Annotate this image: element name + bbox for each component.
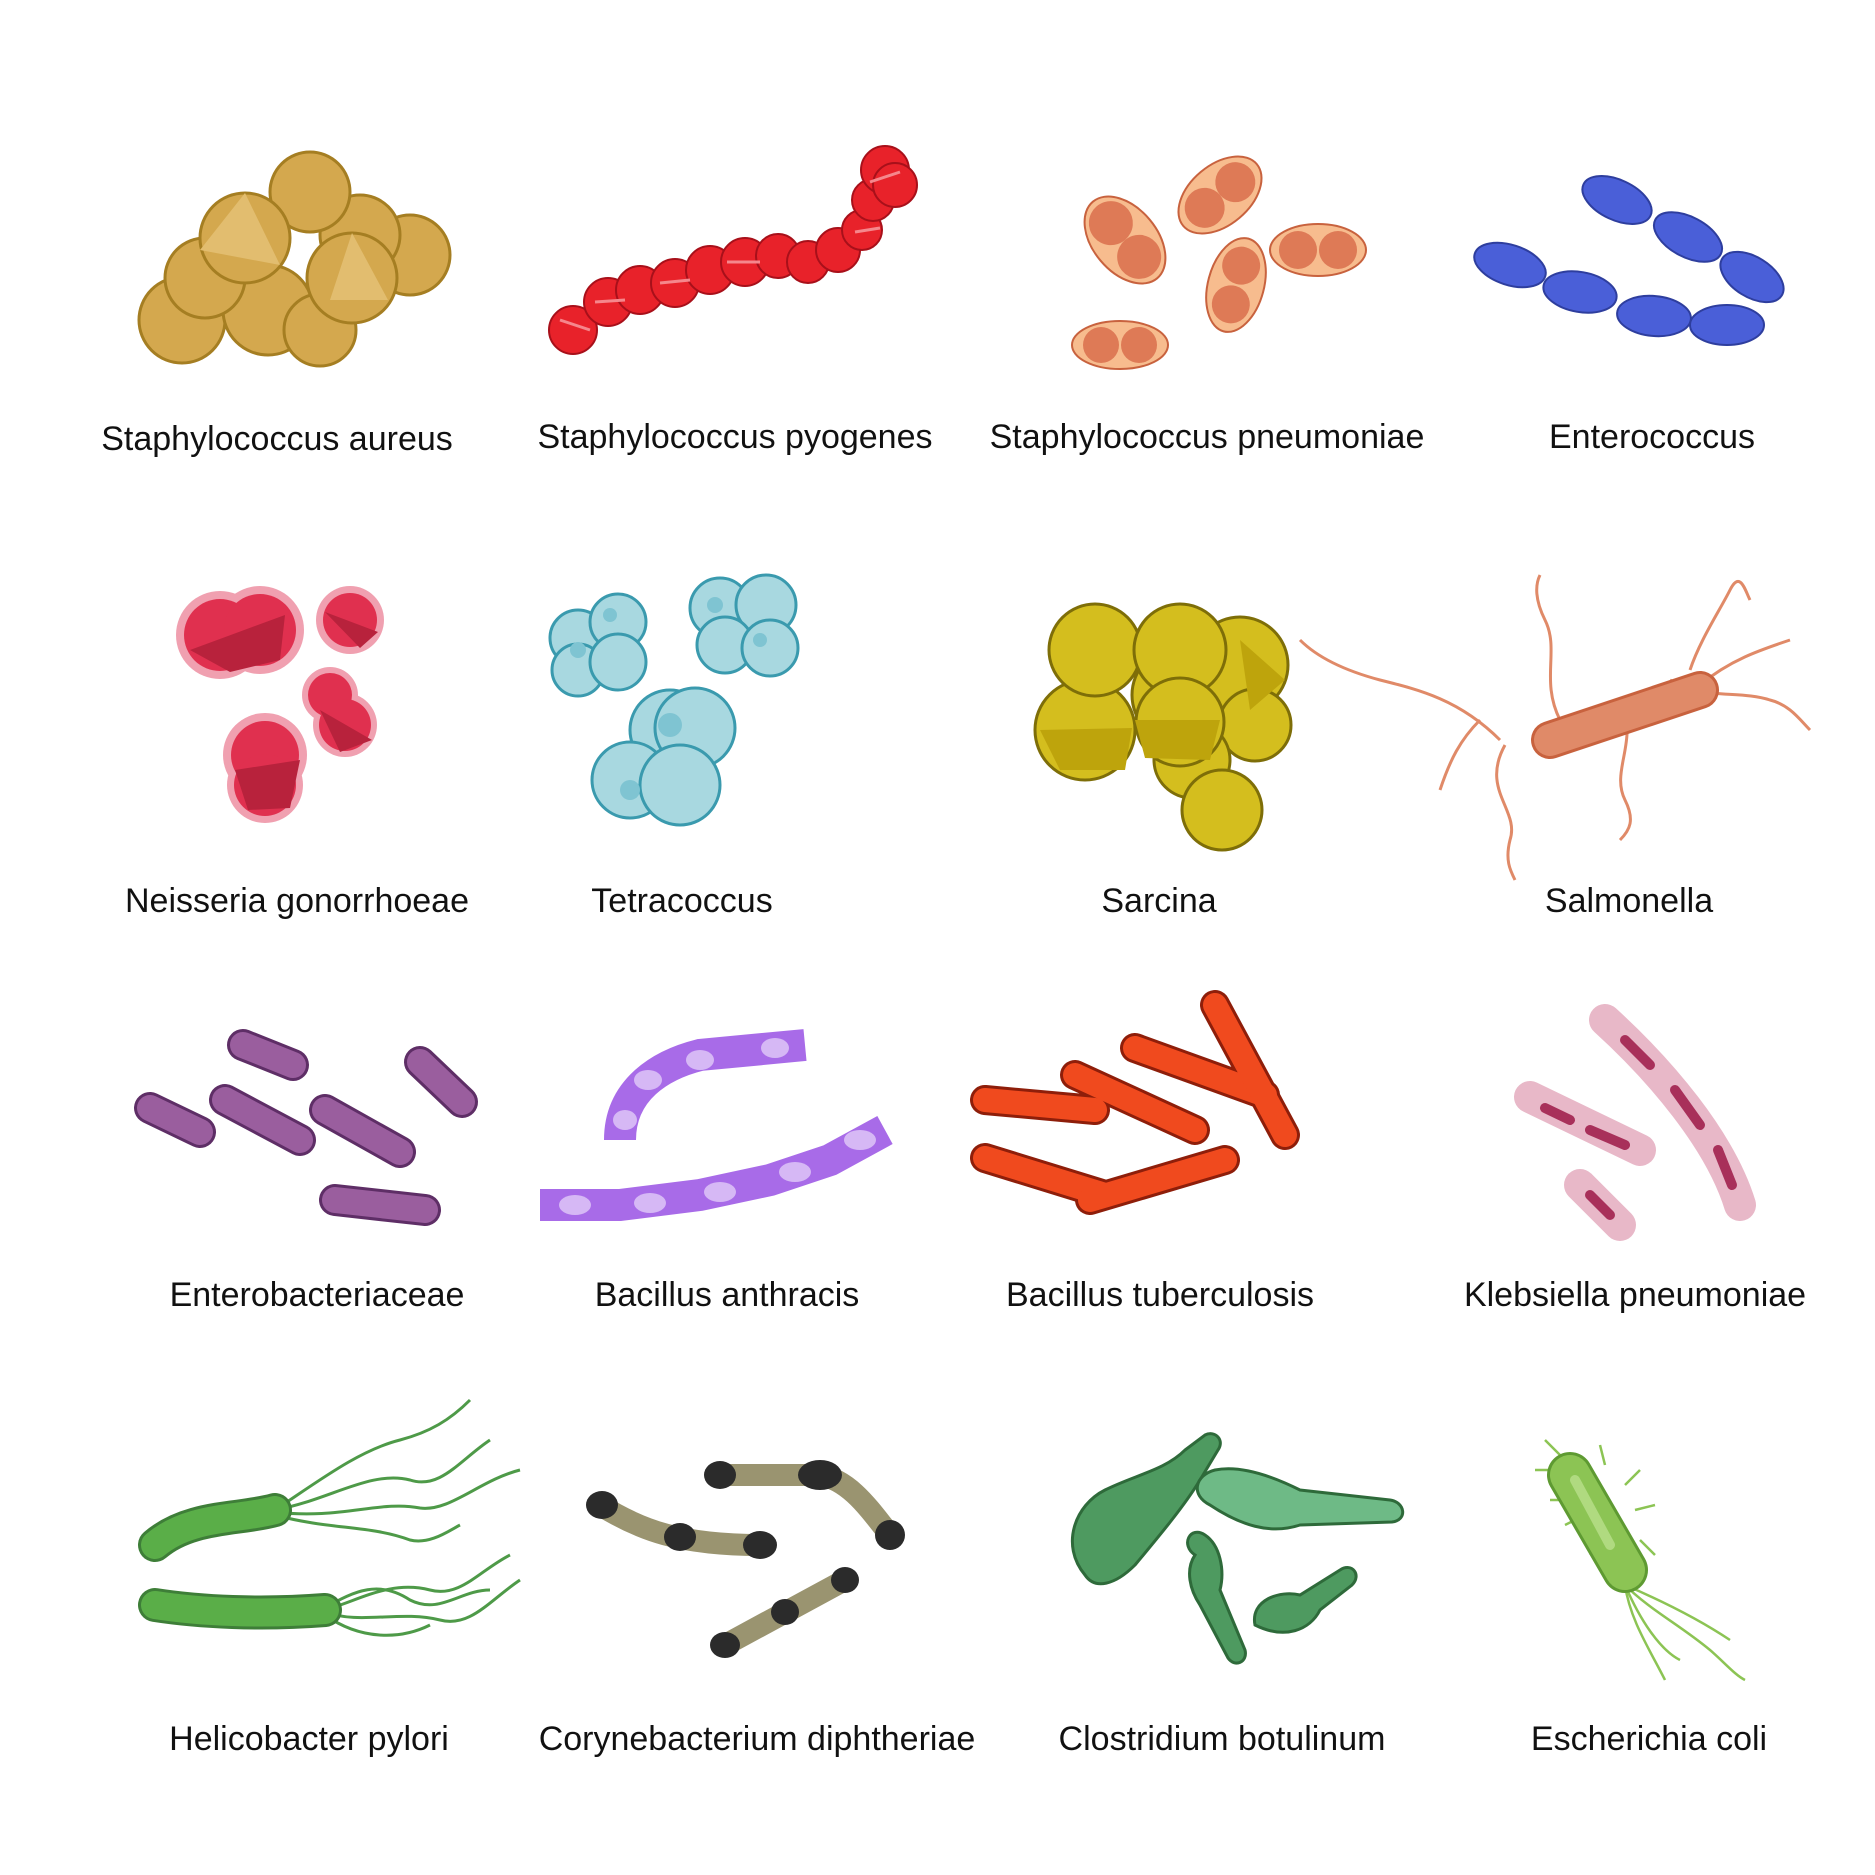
label-klebsiella-pneumoniae: Klebsiella pneumoniae [1463,1276,1807,1314]
label-helicobacter-pylori: Helicobacter pylori [169,1720,449,1758]
helicobacter-pylori-icon [138,1398,521,1637]
label-salmonella: Salmonella [1544,882,1714,920]
label-corynebacterium-diphtheriae: Corynebacterium diphtheriae [538,1720,976,1758]
label-neisseria-gonorrhoeae: Neisseria gonorrhoeae [125,882,469,920]
neisseria-gonorrhoeae-icon [176,586,384,823]
sarcina-icon [1033,602,1293,852]
label-enterococcus: Enterococcus [1549,418,1755,456]
salmonella-icon [1298,574,1812,881]
staphylococcus-aureus-icon [137,150,452,368]
label-escherichia-coli: Escherichia coli [1530,1720,1768,1758]
escherichia-coli-icon [1535,1439,1746,1682]
label-sarcina: Sarcina [1101,882,1217,920]
label-staphylococcus-aureus: Staphylococcus aureus [101,420,453,458]
tetracoccus-icon [548,573,800,827]
bacillus-tuberculosis-icon [970,990,1300,1215]
label-staphylococcus-pneumoniae: Staphylococcus pneumoniae [989,418,1425,456]
label-tetracoccus: Tetracoccus [591,882,773,920]
label-enterobacteriaceae: Enterobacteriaceae [169,1276,465,1314]
corynebacterium-diphtheriae-icon [586,1460,905,1658]
enterobacteriaceae-icon [134,1029,478,1226]
label-bacillus-tuberculosis: Bacillus tuberculosis [1005,1276,1315,1314]
klebsiella-pneumoniae-icon [1514,1004,1756,1241]
clostridium-botulinum-icon [1070,1432,1405,1665]
staphylococcus-pyogenes-icon [548,145,918,355]
staphylococcus-pneumoniae-icon [1071,155,1367,370]
label-bacillus-anthracis: Bacillus anthracis [594,1276,860,1314]
salmonella-body [1531,671,1719,759]
label-clostridium-botulinum: Clostridium botulinum [1058,1720,1386,1758]
label-staphylococcus-pyogenes: Staphylococcus pyogenes [537,418,933,456]
enterococcus-icon [1473,175,1785,346]
bacillus-anthracis-icon [540,1029,893,1221]
